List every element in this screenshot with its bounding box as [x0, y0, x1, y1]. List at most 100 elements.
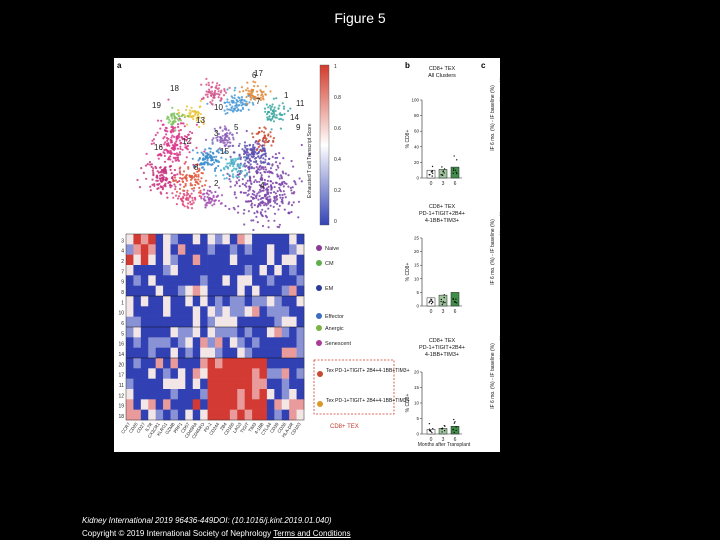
heatmap-cell	[244, 254, 253, 266]
bplot-xtick: 6	[454, 181, 457, 187]
heatmap-cell	[163, 254, 171, 266]
bplot-ytick: 25	[414, 236, 420, 241]
heatmap-cell	[148, 347, 156, 359]
heatmap-cell	[192, 409, 201, 421]
bplot-xtick: 6	[454, 309, 457, 315]
heatmap-cell	[281, 254, 290, 266]
heatmap-row-label: 19	[118, 404, 124, 410]
colorbar-tick: 0.2	[334, 188, 341, 194]
heatmap-cell	[252, 234, 260, 245]
group-label: CM	[325, 261, 334, 267]
bplot-ylabel: % CD8+	[405, 263, 411, 282]
bplot-title-3: 4-1BB+TIM3+	[425, 218, 459, 224]
heatmap-cell	[252, 389, 260, 400]
heatmap-cell	[244, 378, 253, 390]
cluster-label: 5	[234, 123, 239, 132]
group-dot	[316, 325, 322, 331]
heatmap-cell	[192, 265, 201, 276]
colorbar-tick: 0.4	[334, 157, 341, 163]
bplot-bar	[450, 292, 460, 307]
heatmap-cell	[177, 347, 186, 359]
tex-label: CD8+ TEX	[330, 424, 359, 430]
bplot-bar	[450, 166, 460, 179]
heatmap-cell	[289, 285, 297, 297]
heatmap-row-label: 4	[121, 249, 124, 255]
heatmap-cell	[163, 234, 171, 245]
cluster-label: 7	[256, 97, 261, 106]
heatmap-cell	[148, 399, 156, 410]
heatmap-cell	[274, 347, 283, 359]
heatmap-cell	[185, 337, 194, 348]
heatmap-cell	[259, 327, 268, 338]
heatmap-cell	[200, 254, 208, 266]
heatmap-cell	[170, 378, 179, 390]
cluster-label: 2	[214, 179, 219, 188]
cluster-label: 1	[284, 91, 289, 100]
heatmap-cell	[200, 285, 208, 297]
heatmap-cell	[163, 285, 171, 297]
group-label: Anergic	[325, 326, 344, 332]
heatmap-cell	[274, 378, 283, 390]
heatmap-cell	[274, 316, 283, 328]
heatmap-cell	[215, 327, 223, 338]
heatmap-cell	[266, 254, 275, 266]
heatmap-cell	[126, 265, 134, 276]
heatmap-cell	[222, 244, 231, 255]
heatmap-cell	[296, 265, 305, 276]
heatmap-cell	[289, 306, 297, 317]
heatmap-row-label: 14	[118, 352, 124, 358]
heatmap-cell	[229, 368, 238, 379]
heatmap-cell	[140, 275, 149, 286]
heatmap-cell	[296, 316, 305, 328]
heatmap-cell	[252, 265, 260, 276]
heatmap-cell	[252, 306, 260, 317]
heatmap-cell	[177, 234, 186, 245]
bplot-xtick: 0	[430, 181, 433, 187]
heatmap-cell	[140, 389, 149, 400]
heatmap	[125, 233, 305, 421]
bplot-xlabel: Months after Transplant	[418, 442, 471, 448]
heatmap-cell	[200, 368, 208, 379]
heatmap-cell	[126, 389, 134, 400]
heatmap-cell	[155, 409, 164, 421]
heatmap-cell	[163, 409, 171, 421]
heatmap-cell	[259, 347, 268, 359]
heatmap-cell	[281, 378, 290, 390]
heatmap-cell	[266, 378, 275, 390]
heatmap-marker-label: PRF1	[173, 421, 184, 434]
heatmap-cell	[259, 254, 268, 266]
heatmap-cell	[259, 368, 268, 379]
heatmap-cell	[200, 378, 208, 390]
heatmap-cell	[266, 234, 275, 245]
heatmap-cell	[222, 378, 231, 390]
bplot-title-1: CD8+ TEX	[429, 204, 456, 210]
heatmap-cell	[229, 275, 238, 286]
heatmap-cell	[148, 337, 156, 348]
heatmap-cell	[244, 399, 253, 410]
cluster-label: 15	[220, 147, 229, 156]
heatmap-cell	[274, 265, 283, 276]
terms-link[interactable]: Terms and Conditions	[273, 529, 351, 538]
heatmap-cell	[215, 285, 223, 297]
heatmap-cell	[177, 337, 186, 348]
heatmap-cell	[170, 399, 179, 410]
bplot-ytick: 10	[414, 401, 420, 406]
heatmap-cell	[133, 399, 142, 410]
bplot-title-2: All Clusters	[428, 73, 456, 79]
heatmap-cell	[126, 399, 134, 410]
heatmap-cell	[177, 296, 186, 307]
bplot-ytick: 10	[414, 276, 420, 281]
heatmap-cell	[215, 306, 223, 317]
heatmap-cell	[289, 409, 297, 421]
heatmap-cell	[237, 306, 245, 317]
heatmap-cell	[170, 316, 179, 328]
tex-box-2-label: Tex PD-1+TIGIT+ 2B4+4-1BB+TIM3+	[326, 398, 410, 404]
group-dot	[316, 245, 322, 251]
heatmap-cell	[237, 399, 245, 410]
bplot-ytick: 40	[414, 144, 420, 149]
heatmap-cell	[296, 368, 305, 379]
heatmap-cell	[155, 399, 164, 410]
heatmap-cell	[229, 265, 238, 276]
